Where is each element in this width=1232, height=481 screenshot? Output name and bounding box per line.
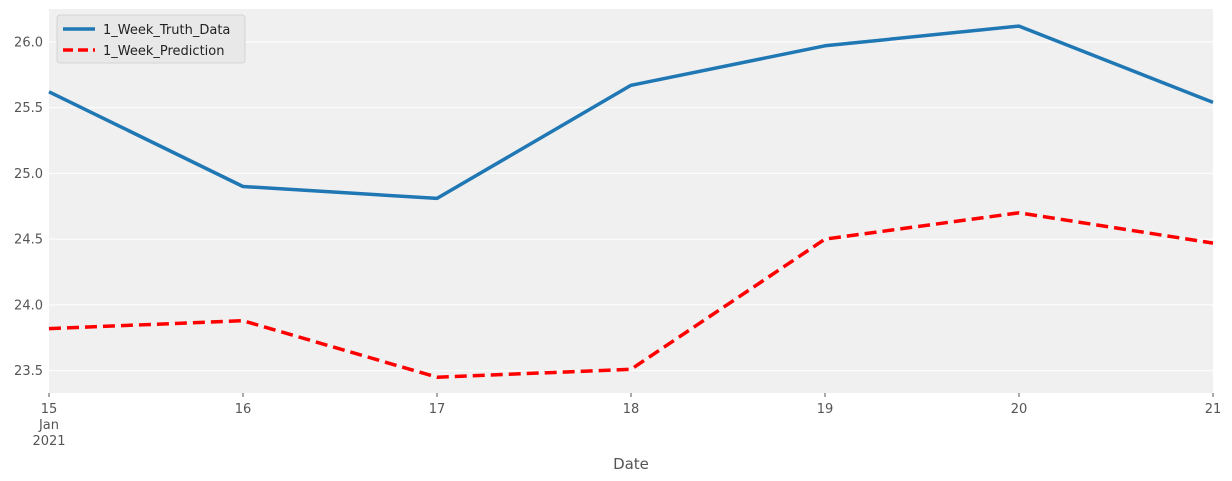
x-tick-label: 20 xyxy=(1011,402,1028,417)
legend: 1_Week_Truth_Data 1_Week_Prediction xyxy=(56,14,246,64)
plot-area xyxy=(49,9,1213,393)
x-axis-title: Date xyxy=(613,455,649,473)
legend-label-truth: 1_Week_Truth_Data xyxy=(103,23,230,38)
series-line-prediction xyxy=(48,211,1214,379)
x-tick-year: 2021 xyxy=(32,434,65,449)
y-tick-label: 24.0 xyxy=(14,298,43,313)
y-tick-label: 25.5 xyxy=(14,101,43,116)
x-tick-label: 19 xyxy=(817,402,834,417)
y-tick-label: 23.5 xyxy=(14,364,43,379)
legend-box xyxy=(56,14,246,64)
y-tick-label: 26.0 xyxy=(14,35,43,50)
series-line-truth xyxy=(48,24,1214,201)
x-tick-label: 16 xyxy=(235,402,252,417)
y-tick-label: 24.5 xyxy=(14,233,43,248)
x-tick-label: 18 xyxy=(623,402,640,417)
series-lines xyxy=(48,24,1214,379)
y-axis: 23.5 24.0 24.5 25.0 25.5 26.0 xyxy=(14,35,43,379)
y-tick-label: 25.0 xyxy=(14,167,43,182)
legend-label-prediction: 1_Week_Prediction xyxy=(103,44,224,59)
x-tick-label: 17 xyxy=(429,402,446,417)
x-tick-label: 21 xyxy=(1205,402,1222,417)
x-tick-label: 15 xyxy=(41,402,58,417)
x-tick-month: Jan xyxy=(38,418,59,433)
